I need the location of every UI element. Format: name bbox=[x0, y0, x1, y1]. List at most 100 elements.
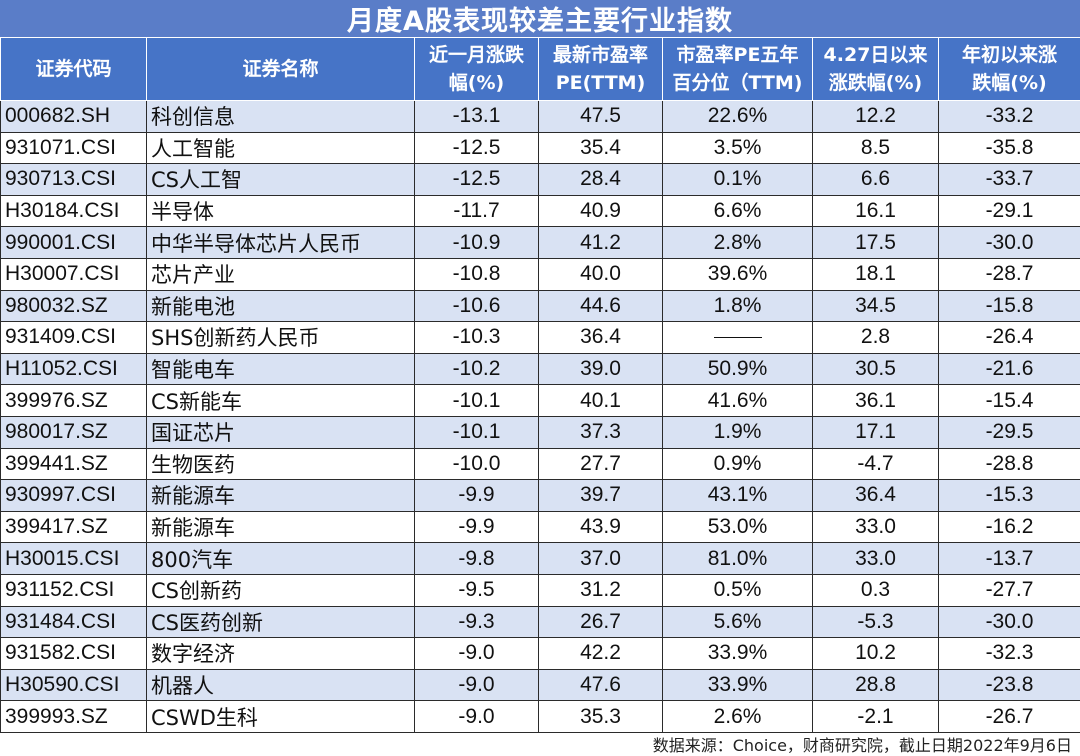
cell-ytd: -32.3 bbox=[939, 638, 1080, 670]
cell-since-0427: 6.6 bbox=[813, 164, 939, 196]
source-note: 数据来源：Choice，财商研究院，截止日期2022年9月6日 bbox=[653, 733, 1072, 755]
cell-pe: 43.9 bbox=[539, 511, 663, 543]
cell-ytd: -30.0 bbox=[939, 227, 1080, 259]
cell-pe: 31.2 bbox=[539, 574, 663, 606]
cell-since-0427: 16.1 bbox=[813, 195, 939, 227]
cell-pe: 47.6 bbox=[539, 669, 663, 701]
cell-pe: 39.0 bbox=[539, 353, 663, 385]
cell-ytd: -15.8 bbox=[939, 290, 1080, 322]
cell-since-0427: -4.7 bbox=[813, 448, 939, 480]
cell-since-0427: 36.4 bbox=[813, 480, 939, 512]
cell-code: H30007.CSI bbox=[1, 258, 147, 290]
cell-pe-percentile: 2.8% bbox=[663, 227, 813, 259]
cell-ytd: -30.0 bbox=[939, 606, 1080, 638]
cell-name: 人工智能 bbox=[147, 132, 415, 164]
cell-pe-percentile: 0.9% bbox=[663, 448, 813, 480]
cell-name: 新能电池 bbox=[147, 290, 415, 322]
cell-month-change: -10.9 bbox=[415, 227, 539, 259]
cell-since-0427: 33.0 bbox=[813, 543, 939, 575]
cell-since-0427: 2.8 bbox=[813, 322, 939, 354]
cell-month-change: -10.8 bbox=[415, 258, 539, 290]
cell-ytd: -15.4 bbox=[939, 385, 1080, 417]
cell-month-change: -9.0 bbox=[415, 638, 539, 670]
cell-since-0427: 36.1 bbox=[813, 385, 939, 417]
cell-name: 新能源车 bbox=[147, 480, 415, 512]
cell-month-change: -10.1 bbox=[415, 416, 539, 448]
cell-ytd: -33.7 bbox=[939, 164, 1080, 196]
cell-pe-percentile: 1.8% bbox=[663, 290, 813, 322]
cell-pe: 27.7 bbox=[539, 448, 663, 480]
cell-ytd: -21.6 bbox=[939, 353, 1080, 385]
cell-since-0427: 28.8 bbox=[813, 669, 939, 701]
cell-pe: 44.6 bbox=[539, 290, 663, 322]
cell-since-0427: -2.1 bbox=[813, 701, 939, 733]
cell-pe: 28.4 bbox=[539, 164, 663, 196]
cell-code: 399417.SZ bbox=[1, 511, 147, 543]
cell-code: H30184.CSI bbox=[1, 195, 147, 227]
cell-month-change: -10.3 bbox=[415, 322, 539, 354]
cell-name: 科创信息 bbox=[147, 101, 415, 133]
cell-ytd: -26.4 bbox=[939, 322, 1080, 354]
header-ytd: 年初以来涨跌幅(%) bbox=[939, 38, 1080, 101]
cell-code: 931409.CSI bbox=[1, 322, 147, 354]
cell-pe-percentile: 22.6% bbox=[663, 101, 813, 133]
cell-since-0427: 12.2 bbox=[813, 101, 939, 133]
cell-name: 800汽车 bbox=[147, 543, 415, 575]
cell-ytd: -35.8 bbox=[939, 132, 1080, 164]
cell-pe-percentile: 2.6% bbox=[663, 701, 813, 733]
cell-code: 931582.CSI bbox=[1, 638, 147, 670]
cell-code: 399441.SZ bbox=[1, 448, 147, 480]
cell-name: 中华半导体芯片人民币 bbox=[147, 227, 415, 259]
cell-ytd: -29.1 bbox=[939, 195, 1080, 227]
cell-code: 990001.CSI bbox=[1, 227, 147, 259]
cell-name: CS医药创新 bbox=[147, 606, 415, 638]
cell-name: 机器人 bbox=[147, 669, 415, 701]
cell-pe: 40.0 bbox=[539, 258, 663, 290]
cell-name: SHS创新药人民币 bbox=[147, 322, 415, 354]
cell-code: H30590.CSI bbox=[1, 669, 147, 701]
cell-month-change: -13.1 bbox=[415, 101, 539, 133]
cell-name: 生物医药 bbox=[147, 448, 415, 480]
cell-pe-percentile: 6.6% bbox=[663, 195, 813, 227]
cell-since-0427: -5.3 bbox=[813, 606, 939, 638]
cell-ytd: -23.8 bbox=[939, 669, 1080, 701]
cell-month-change: -9.8 bbox=[415, 543, 539, 575]
cell-name: 半导体 bbox=[147, 195, 415, 227]
cell-code: 930713.CSI bbox=[1, 164, 147, 196]
cell-month-change: -10.2 bbox=[415, 353, 539, 385]
cell-pe-percentile: 39.6% bbox=[663, 258, 813, 290]
cell-name: 智能电车 bbox=[147, 353, 415, 385]
cell-pe-percentile: 33.9% bbox=[663, 669, 813, 701]
cell-code: H11052.CSI bbox=[1, 353, 147, 385]
cell-month-change: -9.9 bbox=[415, 480, 539, 512]
cell-pe: 41.2 bbox=[539, 227, 663, 259]
cell-pe-percentile: 0.5% bbox=[663, 574, 813, 606]
cell-since-0427: 17.5 bbox=[813, 227, 939, 259]
header-code: 证券代码 bbox=[1, 38, 147, 101]
cell-ytd: -27.7 bbox=[939, 574, 1080, 606]
cell-name: 数字经济 bbox=[147, 638, 415, 670]
cell-name: 新能源车 bbox=[147, 511, 415, 543]
cell-pe-percentile: 0.1% bbox=[663, 164, 813, 196]
cell-ytd: -13.7 bbox=[939, 543, 1080, 575]
cell-ytd: -29.5 bbox=[939, 416, 1080, 448]
cell-pe: 37.3 bbox=[539, 416, 663, 448]
cell-code: H30015.CSI bbox=[1, 543, 147, 575]
cell-code: 931484.CSI bbox=[1, 606, 147, 638]
cell-pe: 39.7 bbox=[539, 480, 663, 512]
